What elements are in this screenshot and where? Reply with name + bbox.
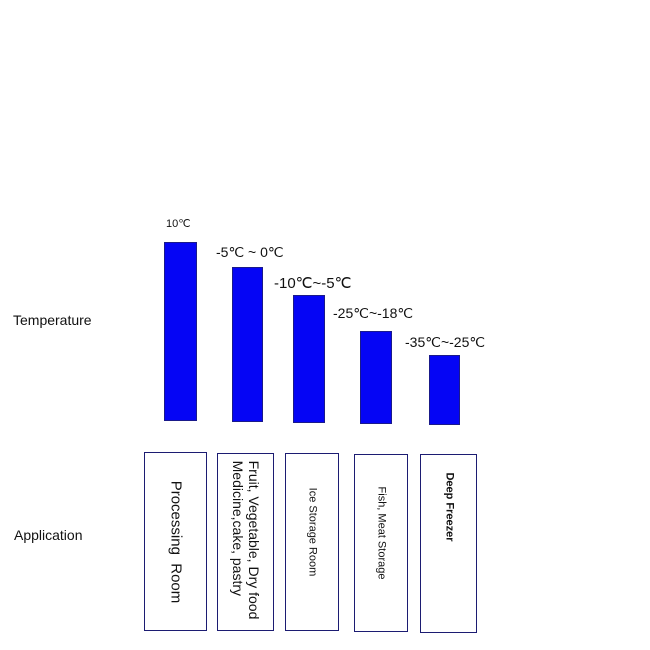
- application-text: Deep Freezer: [442, 472, 455, 541]
- bar-processing-room: [164, 242, 197, 421]
- bar-fruit-vegetable: [232, 267, 263, 422]
- application-line: Fruit, Vegetable, Dry food: [245, 460, 262, 620]
- application-box-fish-meat: Fish, Meat Storage: [354, 454, 408, 632]
- bar-deep-freezer: [429, 355, 460, 425]
- application-text: Fruit, Vegetable, Dry food Medicine,cake…: [229, 460, 262, 620]
- application-box-deep-freezer: Deep Freezer: [420, 454, 477, 633]
- application-box-fruit-vegetable: Fruit, Vegetable, Dry food Medicine,cake…: [217, 453, 274, 631]
- application-line: Deep Freezer: [442, 471, 455, 542]
- bar-label-ice-storage: -10℃~-5℃: [274, 275, 352, 292]
- application-box-ice-storage: Ice Storage Room: [285, 453, 339, 631]
- bar-label-fish-meat: -25℃~-18℃: [333, 305, 414, 321]
- application-box-processing-room: Processing Room: [144, 452, 207, 631]
- application-line: Ice Storage Room: [306, 487, 319, 577]
- bar-label-processing-room: 10℃: [166, 218, 191, 230]
- application-line: Fish, Meat Storage: [375, 486, 388, 580]
- bar-label-fruit-vegetable: -5℃ ~ 0℃: [216, 244, 284, 260]
- bar-fish-meat: [360, 331, 392, 424]
- application-line: Processing Room: [167, 480, 185, 603]
- bar-ice-storage: [293, 295, 325, 423]
- application-text: Processing Room: [167, 480, 184, 603]
- application-row-label: Application: [14, 527, 83, 543]
- application-text: Ice Storage Room: [306, 487, 319, 577]
- application-line: Medicine,cake, pastry: [229, 460, 246, 597]
- temperature-row-label: Temperature: [13, 312, 92, 328]
- bar-label-deep-freezer: -35℃~-25℃: [405, 334, 486, 350]
- application-text: Fish, Meat Storage: [375, 486, 388, 580]
